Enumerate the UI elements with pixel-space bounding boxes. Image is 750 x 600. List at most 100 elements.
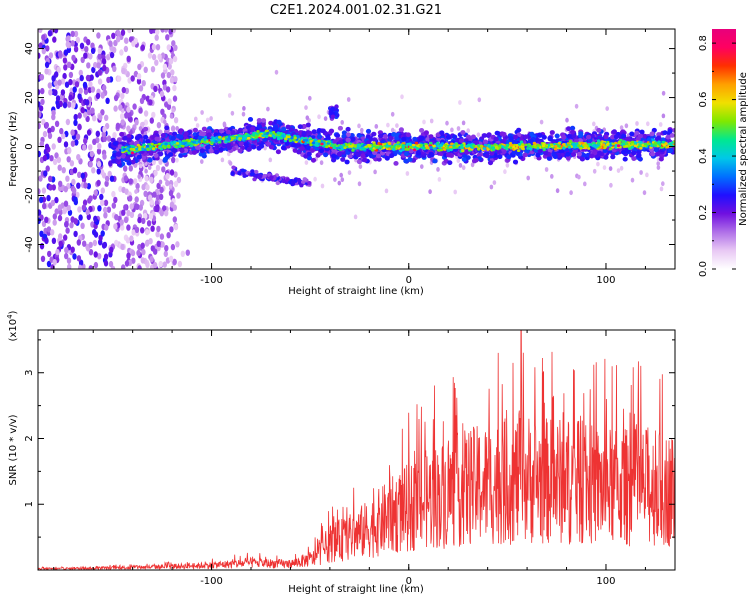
spectrogram-cell: [105, 175, 110, 182]
spectrogram-cell: [48, 52, 54, 59]
spectrogram-cell: [119, 49, 124, 56]
spectrogram-cell: [656, 132, 662, 137]
spectrogram-cell: [69, 160, 75, 167]
spectrogram-cell: [82, 81, 88, 89]
spectrogram-cell: [616, 168, 621, 174]
spectrogram-cell: [75, 36, 81, 44]
spectrogram-cell: [340, 157, 346, 162]
spectrogram-cell: [156, 182, 161, 190]
spectrogram-cell: [38, 29, 43, 33]
spectrogram-cell: [177, 260, 183, 268]
spectrogram-cell: [501, 131, 507, 137]
spectrogram-cell: [160, 241, 165, 248]
spectrogram-cell: [114, 239, 119, 247]
spectrogram-cell: [68, 71, 74, 79]
spectrogram-cell: [172, 258, 177, 266]
spectrogram-cell: [603, 134, 609, 140]
spectrogram-cell: [274, 69, 279, 75]
spectrogram-cell: [610, 154, 616, 160]
spectrogram-cell: [642, 190, 647, 196]
spectrogram-cell: [80, 172, 86, 179]
spectrogram-cell: [433, 147, 437, 151]
spectrogram-cell: [466, 128, 471, 134]
spectrogram-cell: [230, 110, 235, 116]
spectrogram-cell: [38, 150, 41, 158]
spectrogram-cell: [131, 257, 136, 264]
spectrogram-cell: [570, 152, 577, 157]
spectrogram-cell: [52, 219, 57, 226]
spectrogram-cell: [134, 196, 139, 203]
spectrogram-cell: [473, 157, 479, 163]
spectrogram-cell: [159, 210, 164, 217]
spectrogram-cell: [156, 122, 162, 129]
spectrogram-cell: [155, 205, 160, 213]
spectrogram-cell: [185, 138, 190, 142]
spectrogram-cell: [38, 105, 44, 112]
spectrogram-cell: [123, 165, 128, 172]
spectrogram-cell: [360, 153, 366, 159]
spectrogram-cell: [70, 40, 75, 47]
spectrogram-cell: [372, 143, 377, 147]
spectrogram-cell: [276, 119, 282, 125]
spectrogram-cell: [535, 152, 541, 158]
spectrogram-cell: [657, 140, 661, 144]
spectrogram-cell: [173, 180, 179, 188]
spectrogram-cell: [423, 130, 429, 136]
spectrogram-cell: [659, 186, 664, 192]
spectrogram-cell: [148, 238, 153, 245]
spectrogram-cell: [126, 125, 131, 132]
spectrogram-cell: [116, 29, 121, 37]
spectrogram-cell: [137, 63, 142, 71]
spectrogram-cell: [185, 249, 190, 256]
spectrogram-cell: [569, 190, 573, 196]
spectrogram-cell: [92, 138, 97, 145]
spectrogram-cell: [365, 128, 372, 134]
spectrogram-cell: [83, 52, 88, 59]
spectrogram-cell: [56, 156, 62, 164]
spectrogram-cell: [73, 196, 78, 203]
spectrogram-cell: [141, 80, 146, 87]
spectrogram-cell: [120, 119, 125, 126]
spectrogram-cell: [160, 29, 165, 33]
spectrogram-cell: [209, 116, 213, 121]
spectrogram-cell: [576, 151, 583, 157]
spectrogram-cell: [568, 140, 573, 143]
spectrogram-cell: [54, 120, 60, 128]
spectrogram-cell: [550, 174, 554, 179]
spectrogram-cell: [264, 129, 269, 133]
spectrogram-cell: [48, 89, 53, 96]
spectrogram-cell: [247, 117, 254, 122]
spectrogram-cell: [201, 126, 207, 132]
spectrogram-cell: [147, 194, 153, 201]
spectrogram-cell: [58, 240, 63, 247]
spectrogram-cell: [222, 121, 227, 127]
spectrogram-cell: [151, 43, 157, 51]
spectrogram-cell: [63, 141, 69, 148]
spectrogram-cell: [166, 71, 171, 79]
spectrogram-cell: [647, 142, 651, 146]
spectrogram-cell: [597, 150, 603, 156]
spectrogram-cell: [168, 58, 174, 65]
spectrogram-cell: [334, 133, 341, 139]
spectrogram-cell: [340, 177, 345, 183]
spectrogram-cell: [280, 145, 287, 151]
spectrogram-cell: [124, 112, 129, 119]
spectrogram-cell: [129, 203, 134, 210]
spectrogram-cell: [178, 153, 184, 158]
spectrogram-cell: [288, 139, 293, 143]
spectrogram-cell: [39, 74, 45, 81]
spectrogram-cell: [107, 170, 112, 178]
spectrogram-cell: [630, 177, 635, 183]
spectrogram-cell: [170, 69, 175, 76]
spectrogram-cell: [416, 150, 422, 156]
spectrogram-cell: [103, 206, 108, 214]
spectrogram-cell: [96, 179, 101, 187]
spectrogram-cell: [42, 130, 48, 138]
spectrogram-cell: [592, 121, 596, 127]
spectrogram-cell: [144, 228, 150, 236]
spectrogram-cell: [57, 79, 62, 86]
spectrogram-cell: [78, 214, 83, 221]
spectrogram-cell: [48, 175, 53, 182]
spectrogram-cell: [103, 199, 109, 206]
